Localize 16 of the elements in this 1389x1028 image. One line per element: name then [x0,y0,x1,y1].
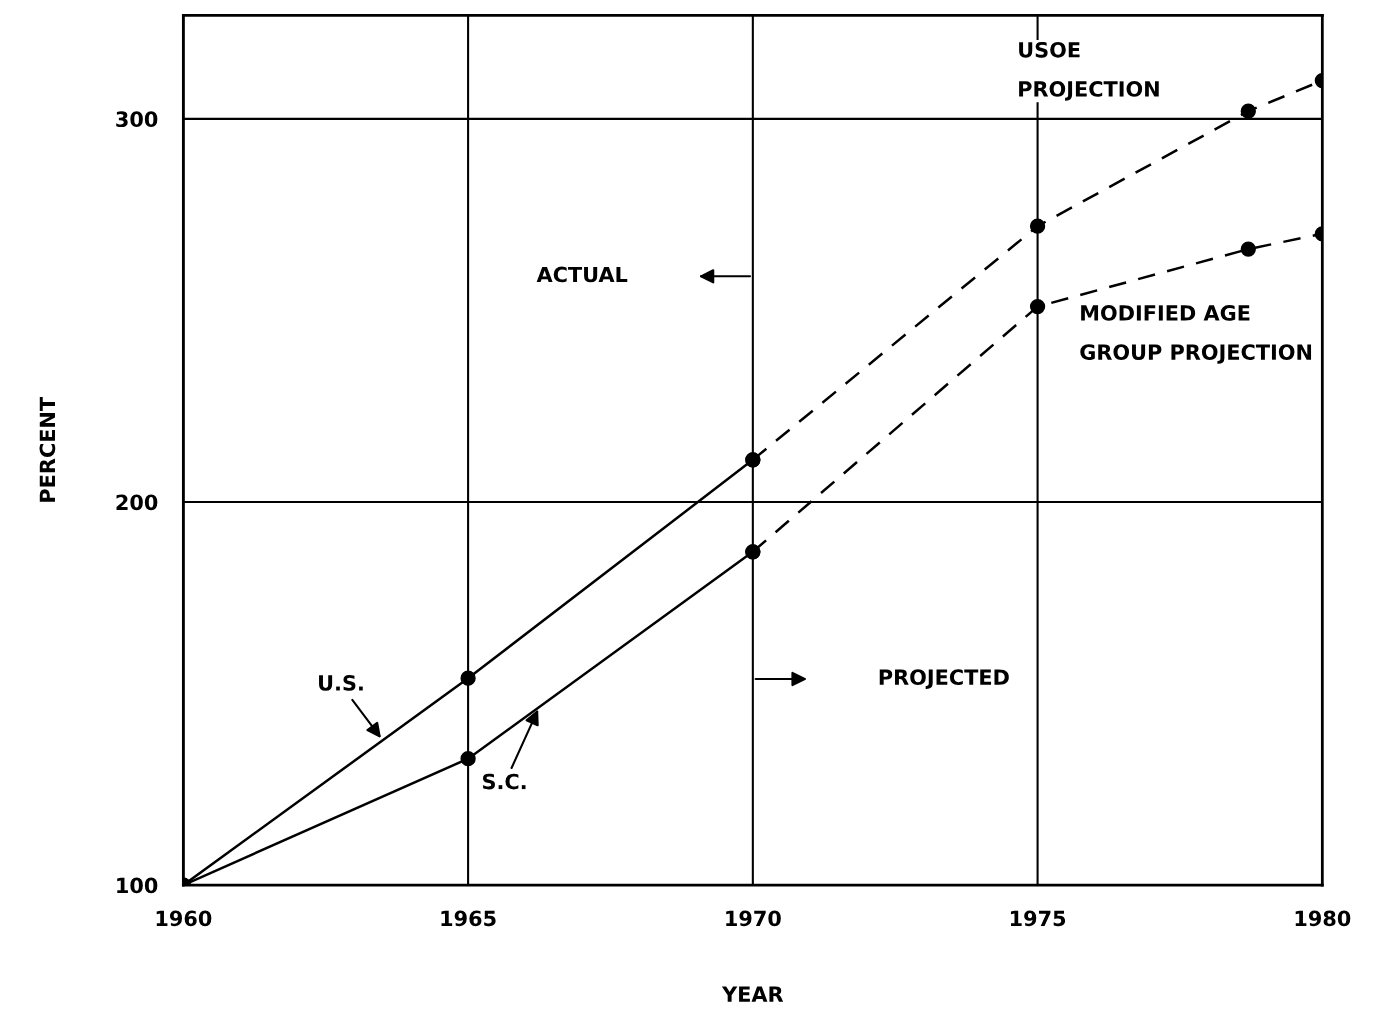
series-label: S.C. [482,773,526,790]
x-axis-title: YEAR [721,986,784,1002]
annotation: PROJECTED [879,669,1009,689]
x-tick-label: 1965 [441,910,496,927]
series-label: MODIFIED AGE GROUP PROJECTION [1080,305,1312,364]
y-axis-title: PERCENT [39,397,56,502]
text: U.S. [319,675,363,691]
annotation: ACTUAL [536,266,628,283]
x-tick-label: 1970 [726,910,781,927]
y-tick-label: 200 [116,494,158,511]
x-tick-label: 1960 [156,910,212,927]
text: USOE PROJECTION [1019,41,1159,101]
y-tick-label: 100 [117,877,158,894]
x-tick-label: 1975 [1010,910,1066,927]
x-tick-label: 1980 [1295,910,1351,927]
y-tick-label: 300 [116,111,158,128]
